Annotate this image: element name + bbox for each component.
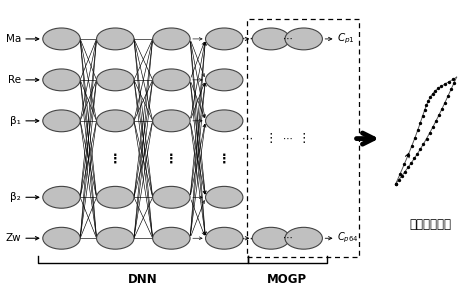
Point — [423, 103, 430, 108]
Point — [441, 100, 449, 105]
Point — [447, 87, 455, 92]
Circle shape — [205, 110, 243, 132]
Text: $C_{p64}$: $C_{p64}$ — [337, 231, 359, 245]
Circle shape — [43, 69, 80, 91]
Point — [392, 181, 400, 186]
Circle shape — [43, 110, 80, 132]
Circle shape — [97, 110, 134, 132]
Point — [450, 80, 458, 85]
Point — [416, 147, 424, 151]
Text: ⋯: ⋯ — [282, 133, 292, 144]
Circle shape — [252, 227, 290, 249]
Circle shape — [153, 186, 190, 208]
Circle shape — [285, 28, 322, 50]
Point — [444, 94, 452, 98]
Text: ⋯: ⋯ — [282, 34, 292, 44]
Point — [420, 141, 427, 146]
Point — [392, 181, 400, 186]
Point — [427, 95, 434, 99]
Text: β₁: β₁ — [10, 116, 21, 126]
Circle shape — [97, 69, 134, 91]
Circle shape — [97, 28, 134, 50]
Point — [414, 152, 421, 156]
Circle shape — [97, 227, 134, 249]
Text: Zw: Zw — [5, 233, 21, 243]
Point — [416, 121, 424, 125]
Point — [411, 135, 419, 140]
Text: ⋯: ⋯ — [242, 34, 253, 44]
Circle shape — [153, 28, 190, 50]
Circle shape — [97, 186, 134, 208]
Point — [424, 99, 432, 103]
Circle shape — [153, 110, 190, 132]
Point — [395, 177, 403, 182]
Point — [435, 113, 443, 118]
Circle shape — [153, 69, 190, 91]
Text: Ma: Ma — [6, 34, 21, 44]
Circle shape — [205, 28, 243, 50]
Circle shape — [43, 186, 80, 208]
Point — [408, 161, 415, 165]
Text: $C_{p1}$: $C_{p1}$ — [337, 32, 355, 46]
Point — [429, 125, 437, 130]
Point — [421, 108, 428, 113]
Circle shape — [43, 28, 80, 50]
Circle shape — [252, 28, 290, 50]
Point — [441, 82, 449, 86]
Circle shape — [205, 69, 243, 91]
Text: β₂: β₂ — [10, 192, 21, 202]
Point — [401, 169, 409, 174]
Point — [423, 136, 430, 141]
Text: ⋮: ⋮ — [297, 132, 310, 145]
Text: Re: Re — [8, 75, 21, 85]
Point — [449, 77, 457, 82]
Text: DNN: DNN — [128, 273, 158, 286]
Point — [404, 165, 412, 170]
Point — [410, 156, 418, 161]
Text: ⋯: ⋯ — [282, 233, 292, 243]
Circle shape — [43, 227, 80, 249]
Point — [419, 114, 426, 119]
Text: ⋯: ⋯ — [242, 233, 253, 243]
Text: 压力系数分布: 压力系数分布 — [410, 218, 452, 231]
Point — [434, 86, 442, 91]
Point — [432, 119, 439, 124]
Point — [408, 144, 416, 148]
Text: ⋮: ⋮ — [265, 132, 277, 145]
Circle shape — [153, 227, 190, 249]
Point — [438, 84, 445, 88]
Text: MOGP: MOGP — [267, 273, 307, 286]
Circle shape — [205, 186, 243, 208]
Text: ⋮: ⋮ — [109, 153, 121, 166]
Point — [431, 89, 439, 93]
Point — [401, 162, 408, 167]
Text: ⋯: ⋯ — [242, 133, 253, 144]
Point — [438, 107, 446, 111]
Text: ⋮: ⋮ — [165, 153, 178, 166]
Point — [445, 79, 453, 84]
Point — [398, 173, 406, 178]
Circle shape — [285, 227, 322, 249]
Point — [404, 153, 412, 157]
Point — [396, 172, 404, 176]
Point — [429, 92, 436, 96]
Point — [426, 131, 433, 135]
Text: ⋮: ⋮ — [218, 153, 230, 166]
Point — [414, 128, 422, 132]
Circle shape — [205, 227, 243, 249]
